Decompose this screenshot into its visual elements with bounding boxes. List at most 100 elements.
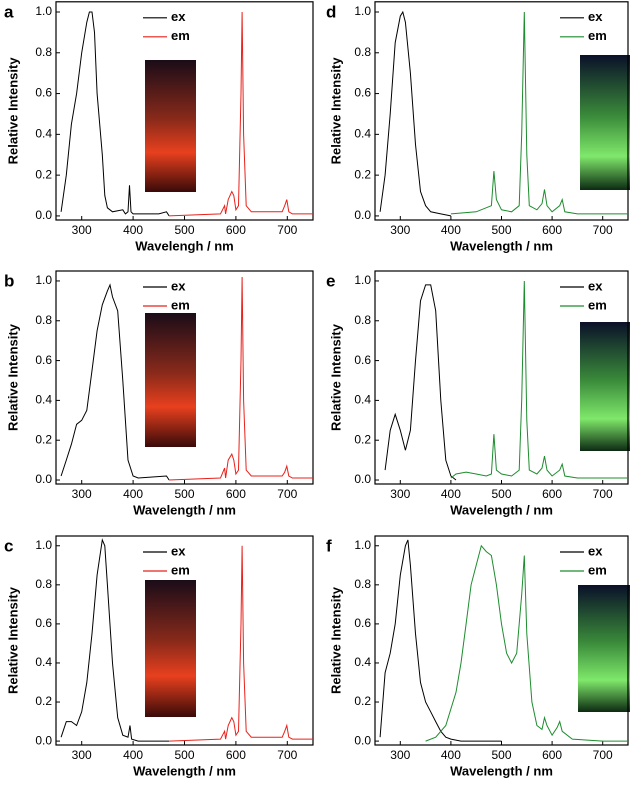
x-tick-label: 500 bbox=[174, 223, 194, 237]
y-axis-label: Relative Intensity bbox=[5, 323, 20, 431]
spectrum-line bbox=[425, 544, 628, 742]
spectrum-line bbox=[60, 11, 170, 217]
y-tick-label: 1.0 bbox=[354, 538, 371, 552]
y-axis-label: Relative Intensity bbox=[5, 57, 20, 165]
y-tick-label: 0.0 bbox=[354, 733, 371, 747]
x-tick-label: 400 bbox=[441, 487, 461, 501]
x-tick-label: 600 bbox=[226, 748, 246, 762]
y-tick-label: 1.0 bbox=[354, 273, 371, 287]
y-tick-label: 1.0 bbox=[35, 4, 52, 18]
x-tick-label: 500 bbox=[491, 487, 511, 501]
inset-photo bbox=[145, 313, 196, 447]
legend-label: ex bbox=[171, 278, 186, 293]
x-tick-label: 400 bbox=[441, 748, 461, 762]
x-tick-label: 700 bbox=[277, 223, 297, 237]
x-tick-label: 700 bbox=[593, 487, 613, 501]
y-tick-label: 0.0 bbox=[354, 472, 371, 486]
x-tick-label: 400 bbox=[441, 223, 461, 237]
x-tick-label: 400 bbox=[123, 223, 143, 237]
panel-label: d bbox=[326, 2, 336, 21]
y-tick-label: 0.6 bbox=[35, 353, 52, 367]
x-tick-label: 300 bbox=[72, 748, 92, 762]
y-axis-label: Relative Intensity bbox=[328, 57, 343, 165]
x-tick-label: 500 bbox=[491, 748, 511, 762]
legend-label: ex bbox=[588, 9, 603, 24]
x-axis-label: Wavelength / nm bbox=[133, 763, 236, 778]
x-tick-label: 700 bbox=[593, 223, 613, 237]
x-tick-label: 300 bbox=[72, 487, 92, 501]
legend-label: ex bbox=[171, 543, 186, 558]
y-tick-label: 0.8 bbox=[35, 313, 52, 327]
y-tick-label: 0.8 bbox=[354, 577, 371, 591]
inset-photo bbox=[145, 580, 196, 717]
y-tick-label: 1.0 bbox=[354, 4, 371, 18]
x-axis-label: Wavelength / nm bbox=[450, 763, 553, 778]
y-tick-label: 0.4 bbox=[35, 655, 52, 669]
spectrum-line bbox=[450, 280, 628, 479]
legend-label: em bbox=[588, 28, 607, 43]
y-tick-label: 0.2 bbox=[35, 694, 52, 708]
y-tick-label: 0.4 bbox=[35, 127, 52, 141]
spectrum-line bbox=[169, 276, 313, 481]
x-tick-label: 600 bbox=[226, 487, 246, 501]
y-tick-label: 0.6 bbox=[354, 86, 371, 100]
y-tick-label: 0.2 bbox=[354, 432, 371, 446]
legend-label: em bbox=[171, 297, 190, 312]
y-tick-label: 0.4 bbox=[354, 393, 371, 407]
x-tick-label: 600 bbox=[542, 487, 562, 501]
y-tick-label: 0.8 bbox=[35, 577, 52, 591]
y-tick-label: 0.8 bbox=[354, 45, 371, 59]
x-axis-label: Wavelength / nm bbox=[450, 238, 553, 253]
x-axis-label: Wavelengh / nm bbox=[135, 238, 233, 253]
spectrum-line bbox=[169, 545, 313, 742]
y-tick-label: 0.2 bbox=[35, 167, 52, 181]
y-tick-label: 1.0 bbox=[35, 273, 52, 287]
legend-label: ex bbox=[171, 9, 186, 24]
panel-label: b bbox=[4, 271, 14, 290]
x-tick-label: 300 bbox=[390, 748, 410, 762]
y-tick-label: 0.6 bbox=[354, 353, 371, 367]
spectrum-line bbox=[384, 284, 457, 481]
y-tick-label: 0.0 bbox=[35, 208, 52, 222]
legend-label: em bbox=[171, 28, 190, 43]
inset-photo bbox=[580, 322, 630, 451]
y-axis-label: Relative Intensity bbox=[5, 586, 20, 694]
panel-label: c bbox=[4, 536, 13, 555]
y-tick-label: 0.6 bbox=[354, 616, 371, 630]
spectrum-line bbox=[450, 11, 628, 215]
legend-label: ex bbox=[588, 278, 603, 293]
y-tick-label: 0.0 bbox=[354, 208, 371, 222]
x-tick-label: 400 bbox=[123, 487, 143, 501]
inset-photo bbox=[578, 585, 630, 712]
x-tick-label: 600 bbox=[542, 223, 562, 237]
x-tick-label: 500 bbox=[174, 487, 194, 501]
inset-photo bbox=[580, 55, 630, 190]
y-tick-label: 0.2 bbox=[35, 432, 52, 446]
y-axis-label: Relative Intensity bbox=[328, 586, 343, 694]
x-axis-label: Wavelength / nm bbox=[133, 502, 236, 517]
y-axis-label: Relative Intensity bbox=[328, 323, 343, 431]
spectrum-line bbox=[169, 11, 313, 217]
y-tick-label: 0.6 bbox=[35, 616, 52, 630]
x-tick-label: 500 bbox=[491, 223, 511, 237]
panel-label: a bbox=[4, 2, 14, 21]
panel-label: f bbox=[326, 536, 332, 555]
y-tick-label: 0.8 bbox=[354, 313, 371, 327]
y-tick-label: 1.0 bbox=[35, 538, 52, 552]
panel-label: e bbox=[326, 271, 335, 290]
y-tick-label: 0.4 bbox=[354, 655, 371, 669]
spectrum-line bbox=[379, 539, 502, 742]
x-tick-label: 300 bbox=[390, 487, 410, 501]
x-tick-label: 300 bbox=[72, 223, 92, 237]
y-tick-label: 0.4 bbox=[354, 127, 371, 141]
legend-label: em bbox=[588, 297, 607, 312]
inset-photo bbox=[145, 60, 196, 192]
y-tick-label: 0.6 bbox=[35, 86, 52, 100]
legend-label: em bbox=[588, 562, 607, 577]
x-tick-label: 600 bbox=[542, 748, 562, 762]
y-tick-label: 0.8 bbox=[35, 45, 52, 59]
x-tick-label: 600 bbox=[226, 223, 246, 237]
legend-label: ex bbox=[588, 543, 603, 558]
